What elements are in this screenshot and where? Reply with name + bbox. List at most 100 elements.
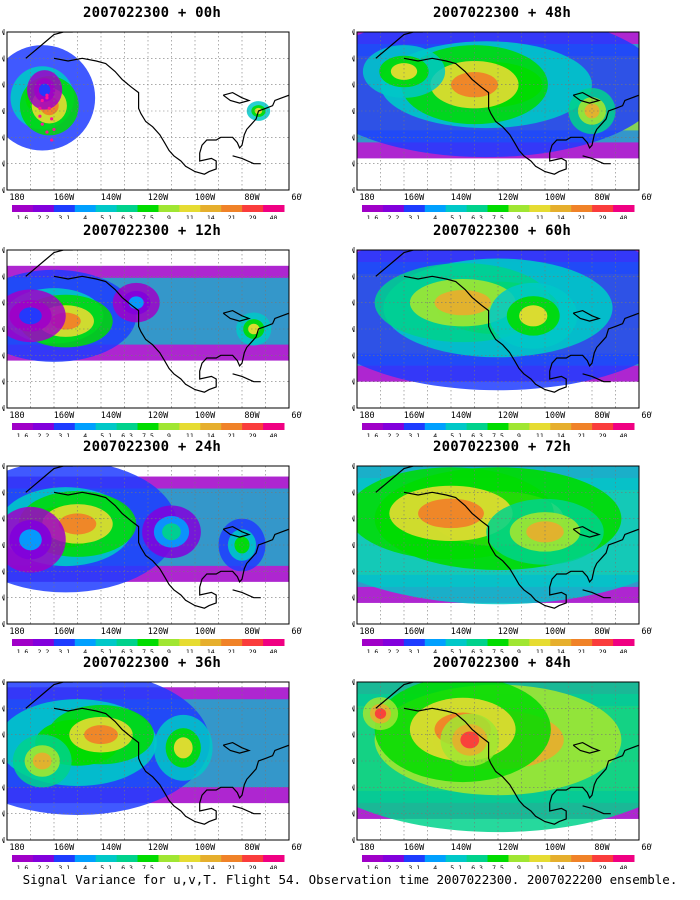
colorbar-label: 9 <box>167 432 171 437</box>
colorbar-label: 5.1 <box>100 432 112 437</box>
coastline <box>232 805 261 815</box>
colorbar-segment <box>263 205 285 212</box>
colorbar-segment <box>403 205 426 212</box>
colorbar-label: 9 <box>517 864 521 869</box>
lon-label: 160W <box>54 627 75 637</box>
coastline <box>53 707 289 825</box>
colorbar-label: 11 <box>536 432 544 437</box>
lat-label: 30N <box>352 351 355 360</box>
coastline <box>375 250 423 277</box>
colorbar-segment <box>424 205 447 212</box>
panel-title: 2007022300 + 60h <box>432 223 572 239</box>
flight-track-point <box>45 96 49 100</box>
map-plot: 70N 60N 50N 40N 30N 20N 10N 180 160W 140W 120W 100W… <box>352 678 652 869</box>
variance-blob-core <box>38 83 51 97</box>
variance-blob-core <box>374 708 387 719</box>
colorbar-segment <box>487 855 509 862</box>
lat-label: 50N <box>2 81 5 90</box>
colorbar-label: 29 <box>599 214 607 219</box>
coastline <box>375 682 423 709</box>
colorbar-label: 7.5 <box>142 432 154 437</box>
colorbar-segment <box>382 205 405 212</box>
colorbar-segment <box>200 855 222 862</box>
lat-label: 50N <box>2 299 5 308</box>
colorbar-label: 7.5 <box>142 648 154 653</box>
lon-label: 120W <box>148 627 169 637</box>
colorbar-label: 3.1 <box>408 648 420 653</box>
lat-label: 60N <box>2 488 5 497</box>
colorbar-label: 6.3 <box>471 432 483 437</box>
colorbar-segment <box>382 855 405 862</box>
colorbar-segment <box>74 639 97 646</box>
lat-label: 20N <box>2 378 5 387</box>
variance-blob-core <box>234 536 250 554</box>
lon-label: 160W <box>404 411 425 421</box>
colorbar-label: 6.3 <box>471 648 483 653</box>
colorbar-segment <box>53 205 76 212</box>
colorbar-label: 14 <box>557 432 565 437</box>
lon-label: 60W <box>641 627 652 637</box>
colorbar-segment <box>445 855 468 862</box>
variance-blob-core <box>19 307 42 325</box>
lat-label: 10N <box>352 836 355 845</box>
lon-label: 160W <box>54 193 75 203</box>
map-plot: 70N 60N 50N 40N 30N 20N 10N 180 160W 140W 120W 100W… <box>2 28 302 219</box>
lon-label: 100W <box>545 411 566 421</box>
colorbar-segment <box>466 423 489 430</box>
colorbar-label: 21 <box>578 864 586 869</box>
colorbar-label: 9 <box>517 214 521 219</box>
colorbar-segment <box>242 205 264 212</box>
colorbar-label: 2.2 <box>388 648 400 653</box>
colorbar-segment <box>200 639 222 646</box>
colorbar-label: 2.2 <box>38 864 50 869</box>
variance-blob-core <box>418 498 484 529</box>
colorbar-label: 9 <box>517 648 521 653</box>
coastline <box>222 91 251 104</box>
lon-label: 100W <box>545 193 566 203</box>
lat-label: 30N <box>2 567 5 576</box>
variance-blob-core <box>460 731 480 749</box>
panel-title: 2007022300 + 48h <box>432 5 572 21</box>
variance-blob-core <box>434 290 491 316</box>
lon-label: 80W <box>594 843 610 853</box>
colorbar-segment <box>137 205 159 212</box>
coastline <box>25 32 73 59</box>
lat-label: 30N <box>2 133 5 142</box>
lat-label: 60N <box>2 704 5 713</box>
lon-label: 120W <box>498 193 519 203</box>
lon-label: 60W <box>291 843 302 853</box>
flight-track-point <box>38 114 42 118</box>
map-plot: 70N 60N 50N 40N 30N 20N 10N 180 160W 140W 120W 100W… <box>2 678 302 869</box>
flight-track-point <box>50 117 54 121</box>
colorbar-segment <box>116 639 139 646</box>
colorbar-label: 11 <box>186 648 194 653</box>
lat-label: 70N <box>2 678 5 687</box>
colorbar-label: 14 <box>557 648 565 653</box>
colorbar-segment <box>74 423 97 430</box>
lat-label: 70N <box>2 246 5 255</box>
colorbar-label: 6.3 <box>471 214 483 219</box>
colorbar-segment <box>362 855 384 862</box>
lat-label: 20N <box>352 594 355 603</box>
colorbar-label: 21 <box>228 432 236 437</box>
colorbar-label: 29 <box>249 214 257 219</box>
lat-label: 60N <box>2 272 5 281</box>
lat-label: 60N <box>352 272 355 281</box>
colorbar-segment <box>158 639 180 646</box>
colorbar-segment <box>12 855 34 862</box>
colorbar-segment <box>362 423 384 430</box>
colorbar-segment <box>613 205 635 212</box>
lat-label: 70N <box>352 462 355 471</box>
map-panel-p72: 2007022300 + 72h 70N 60N 50N 40N 30N 20N 10N 180… <box>352 438 652 653</box>
colorbar-segment <box>242 639 264 646</box>
map-plot: 70N 60N 50N 40N 30N 20N 10N 180 160W 140W 120W 100W… <box>2 462 302 653</box>
lat-label: 10N <box>2 186 5 195</box>
colorbar-segment <box>158 423 180 430</box>
colorbar-segment <box>32 855 55 862</box>
colorbar-label: 40 <box>270 864 278 869</box>
colorbar-label: 14 <box>207 864 215 869</box>
lat-label: 50N <box>2 731 5 740</box>
map-panel-p24: 2007022300 + 24h 70N 60N 50N 40N 30N 20N 10N 180… <box>2 438 302 653</box>
colorbar-label: 4 <box>83 214 87 219</box>
colorbar-label: 3.1 <box>408 864 420 869</box>
